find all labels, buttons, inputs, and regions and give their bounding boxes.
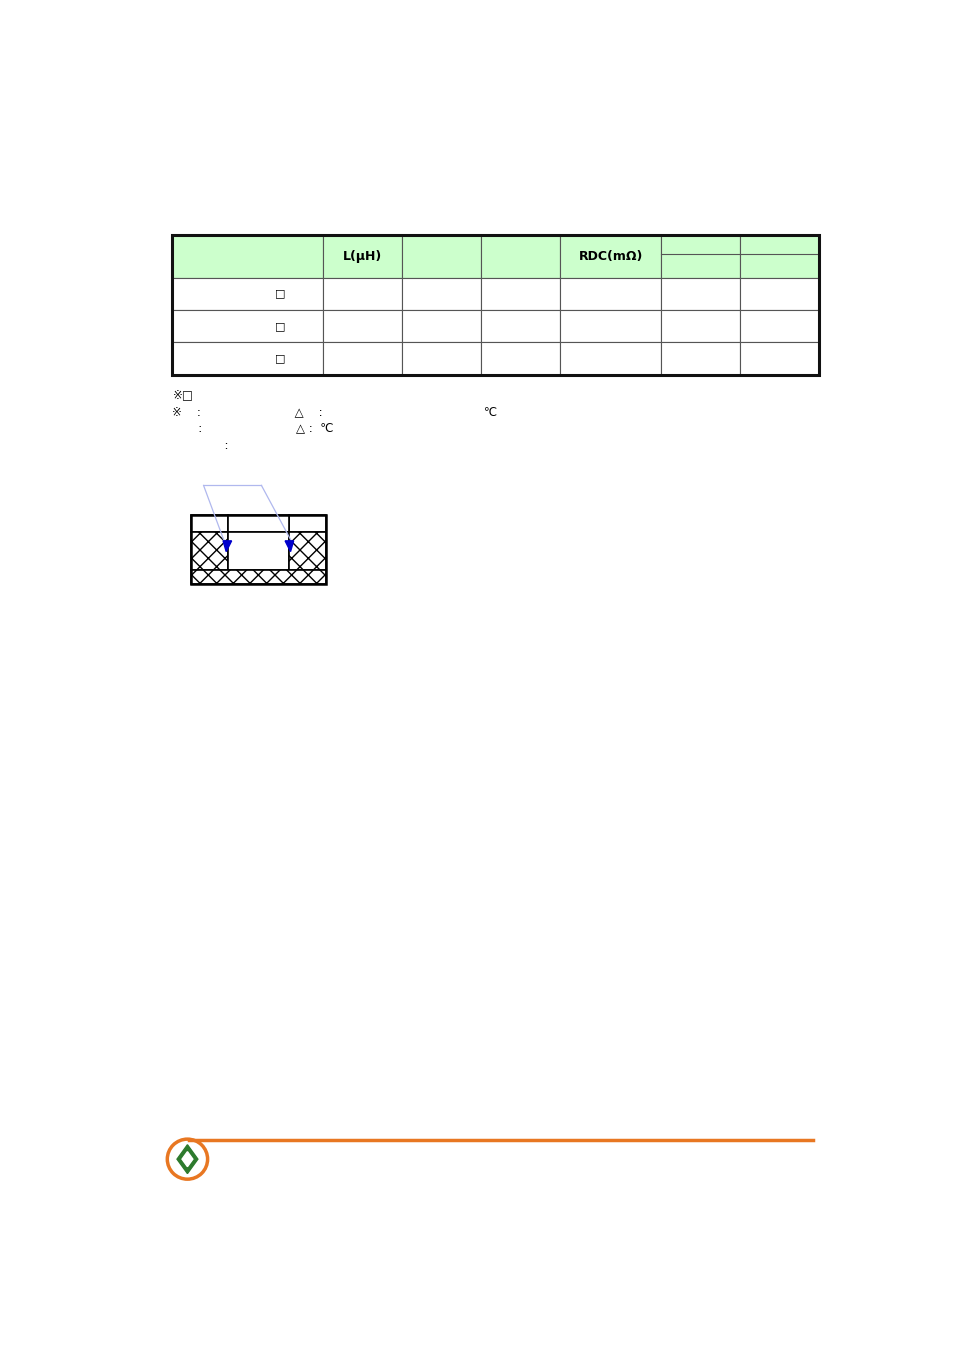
Bar: [191, 532, 228, 570]
Bar: [480, 235, 559, 278]
Bar: [401, 342, 480, 374]
Bar: [660, 235, 740, 278]
Bar: [228, 532, 289, 570]
Bar: [660, 278, 740, 310]
Bar: [172, 342, 322, 374]
Polygon shape: [285, 541, 294, 552]
Text: :: :: [172, 439, 229, 452]
Bar: [401, 235, 480, 278]
Bar: [191, 514, 228, 532]
Bar: [322, 310, 401, 342]
Bar: [172, 235, 322, 278]
Polygon shape: [182, 1152, 193, 1166]
Text: □: □: [275, 289, 286, 298]
Bar: [740, 310, 819, 342]
Bar: [322, 235, 401, 278]
Bar: [191, 570, 326, 585]
Polygon shape: [177, 1145, 197, 1173]
Bar: [559, 310, 660, 342]
Bar: [480, 310, 559, 342]
Text: L(μH): L(μH): [342, 250, 381, 263]
Bar: [559, 278, 660, 310]
Bar: [401, 310, 480, 342]
Bar: [740, 235, 819, 278]
Bar: [228, 514, 289, 532]
Bar: [660, 342, 740, 374]
Bar: [191, 514, 326, 585]
Bar: [289, 514, 326, 532]
Bar: [660, 310, 740, 342]
Text: □: □: [275, 321, 286, 331]
Bar: [480, 342, 559, 374]
Bar: [172, 278, 322, 310]
Text: ※□: ※□: [172, 389, 193, 401]
Bar: [322, 278, 401, 310]
Bar: [401, 278, 480, 310]
Bar: [740, 342, 819, 374]
Bar: [172, 310, 322, 342]
Bar: [289, 532, 326, 570]
Bar: [559, 342, 660, 374]
Bar: [559, 235, 660, 278]
Text: :                         △ :  ℃: : △ : ℃: [172, 423, 334, 435]
Bar: [322, 342, 401, 374]
Text: □: □: [275, 354, 286, 363]
Bar: [480, 278, 559, 310]
Text: ※    :                         △    :                                           : ※ : △ :: [172, 405, 497, 418]
Polygon shape: [223, 541, 232, 552]
Text: RDC(mΩ): RDC(mΩ): [578, 250, 642, 263]
Bar: [172, 235, 819, 374]
Bar: [740, 278, 819, 310]
